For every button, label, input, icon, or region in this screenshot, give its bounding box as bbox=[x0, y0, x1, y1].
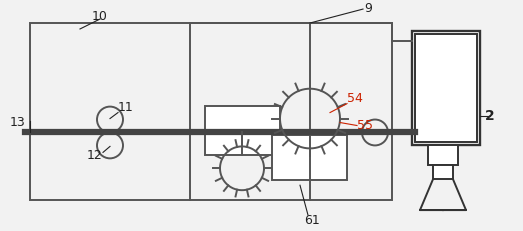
Bar bbox=[428, 145, 458, 165]
Text: 13: 13 bbox=[10, 116, 26, 129]
Text: 54: 54 bbox=[347, 92, 363, 105]
Text: 9: 9 bbox=[364, 2, 372, 15]
Bar bbox=[205, 106, 280, 155]
Bar bbox=[415, 34, 477, 143]
Text: 11: 11 bbox=[118, 101, 134, 114]
Text: 2: 2 bbox=[485, 109, 495, 123]
Text: 12: 12 bbox=[87, 149, 103, 162]
Bar bbox=[30, 23, 392, 200]
Text: 61: 61 bbox=[304, 213, 320, 227]
Text: 55: 55 bbox=[357, 119, 373, 132]
Bar bbox=[272, 135, 347, 180]
Text: 10: 10 bbox=[92, 9, 108, 23]
Bar bbox=[412, 31, 480, 145]
Bar bbox=[433, 165, 453, 179]
